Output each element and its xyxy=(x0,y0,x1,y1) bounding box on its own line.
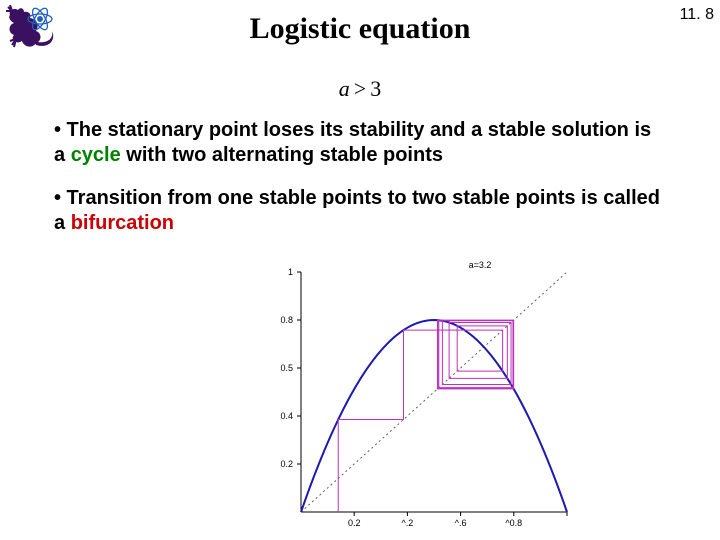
svg-text:^0.8: ^0.8 xyxy=(505,518,522,528)
svg-text:1: 1 xyxy=(288,267,293,277)
svg-text:0.4: 0.4 xyxy=(280,411,293,421)
condition-equation: a>3 xyxy=(0,76,720,102)
bullet-2-bif: bifurcation xyxy=(71,212,174,234)
svg-text:0.5: 0.5 xyxy=(280,363,293,373)
svg-text:0.2: 0.2 xyxy=(348,518,361,528)
equation-op: > xyxy=(350,76,370,101)
svg-text:a=3.2: a=3.2 xyxy=(469,260,492,270)
slide-body: • The stationary point loses its stabili… xyxy=(54,118,660,254)
bullet-1-cycle: cycle xyxy=(71,144,121,166)
equation-lhs: a xyxy=(339,76,350,101)
cobweb-chart: a=3.2 0.2 0.4 0.5 0.8 1 0.2 ^.2 ^.6 ^0.8 xyxy=(265,258,575,535)
bullet-1-post: with two alternating stable points xyxy=(121,144,443,166)
slide-title: Logistic equation xyxy=(0,12,720,46)
svg-text:0.8: 0.8 xyxy=(280,315,293,325)
equation-rhs: 3 xyxy=(370,76,381,101)
bullet-1: • The stationary point loses its stabili… xyxy=(54,118,660,168)
svg-text:^.2: ^.2 xyxy=(402,518,414,528)
bullet-2: • Transition from one stable points to t… xyxy=(54,186,660,236)
svg-text:0.2: 0.2 xyxy=(280,459,293,469)
svg-text:^.6: ^.6 xyxy=(455,518,467,528)
